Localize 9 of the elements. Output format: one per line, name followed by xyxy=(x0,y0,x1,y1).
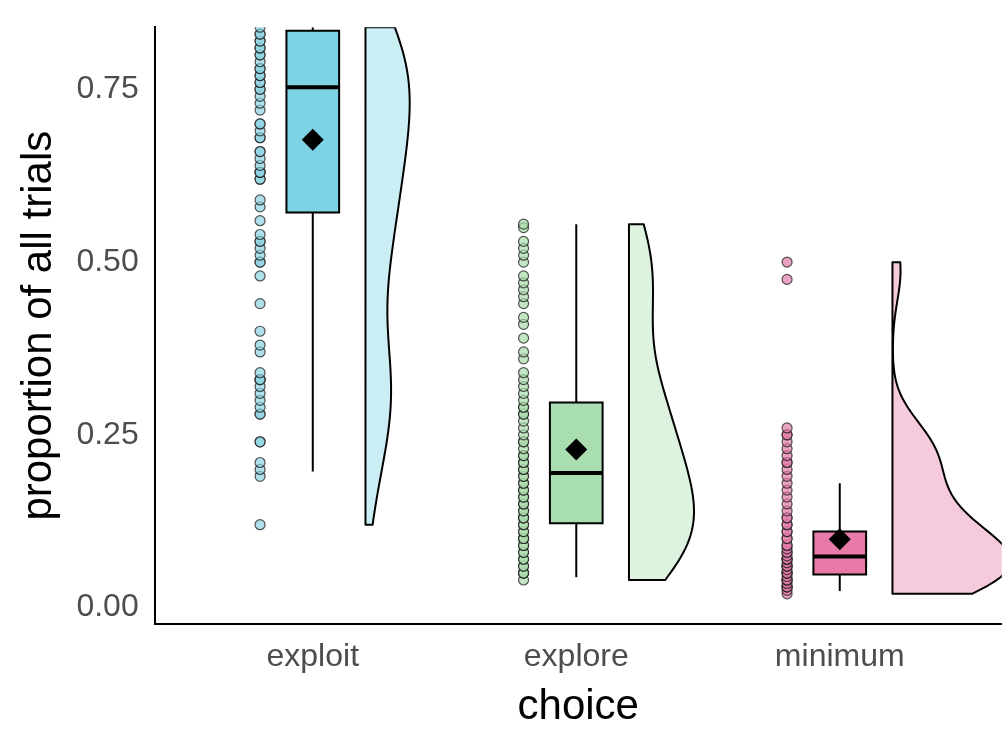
x-tick-label: explore xyxy=(523,637,629,674)
y-tick-label: 0.50 xyxy=(76,241,139,278)
y-tick-label: 0.25 xyxy=(76,414,139,451)
x-tick-label: minimum xyxy=(774,637,905,674)
y-tick-label: 0.75 xyxy=(76,69,139,106)
y-tick-label: 0.00 xyxy=(76,587,139,624)
y-axis-title: proportion of all trials xyxy=(12,130,60,521)
x-axis-title: choice xyxy=(517,681,639,729)
x-tick-label: exploit xyxy=(266,637,360,674)
